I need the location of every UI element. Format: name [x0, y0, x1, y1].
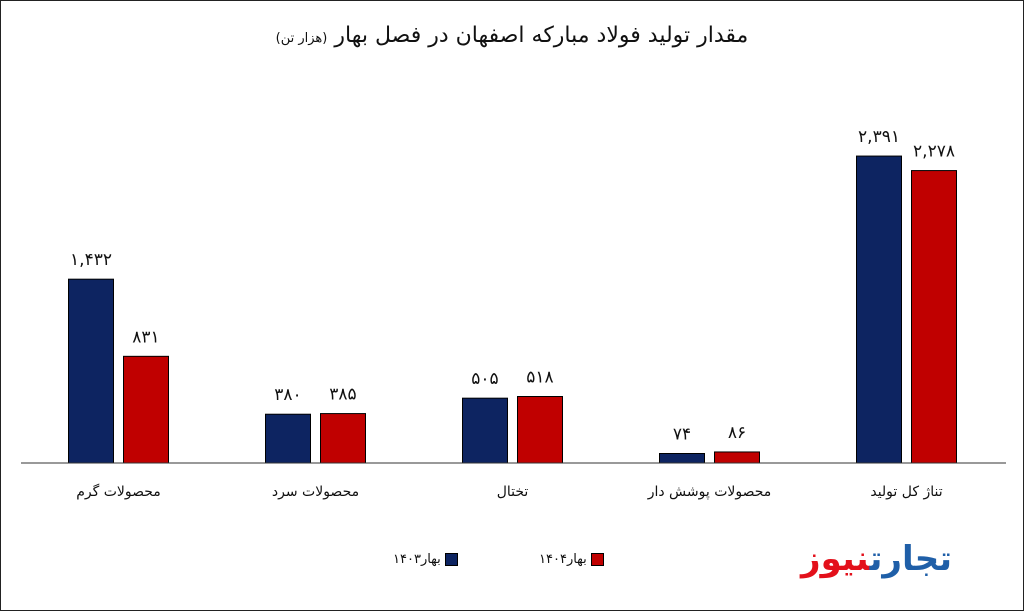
bar [856, 155, 902, 464]
chart-title: مقدار تولید فولاد مبارکه اصفهان در فصل ب… [1, 23, 1023, 48]
category-label: محصولات سرد [272, 484, 359, 500]
data-label: ۲,۲۷۸ [913, 142, 955, 162]
legend-item-1403: بهار۱۴۰۳ [393, 552, 458, 567]
bar [714, 451, 760, 464]
legend-swatch-1403 [444, 553, 458, 566]
bar [265, 413, 311, 464]
logo-part2: نیوز [801, 539, 870, 579]
category-label: تناژ کل تولید [870, 484, 942, 500]
data-label: ۸۳۱ [132, 327, 159, 347]
bar [911, 170, 957, 464]
category-label: تختال [497, 484, 529, 500]
data-label: ۳۸۵ [329, 385, 356, 405]
bar [517, 396, 563, 464]
bar [123, 355, 169, 464]
data-label: ۵۰۵ [471, 369, 498, 389]
legend-item-1404: بهار۱۴۰۴ [539, 552, 604, 567]
data-label: ۵۱۸ [526, 368, 553, 388]
legend-label-1403: بهار۱۴۰۳ [393, 552, 441, 567]
title-unit: (هزار تن) [275, 31, 328, 46]
data-label: ۱,۴۳۲ [70, 250, 112, 270]
legend-label-1404: بهار۱۴۰۴ [539, 552, 587, 567]
data-label: ۷۴ [673, 425, 691, 445]
data-label: ۳۸۰ [274, 385, 301, 405]
data-label: ۸۶ [728, 423, 746, 443]
bar [659, 453, 705, 464]
category-label: محصولات پوشش دار [647, 484, 772, 500]
logo-part1: تجارت [869, 539, 953, 579]
data-label: ۲,۳۹۱ [858, 127, 900, 147]
category-label: محصولات گرم [76, 483, 161, 500]
bar [68, 278, 114, 464]
bar [462, 397, 508, 464]
bar [320, 413, 366, 464]
logo: تجارتنیوز [801, 539, 952, 579]
title-text: مقدار تولید فولاد مبارکه اصفهان در فصل ب… [334, 23, 749, 48]
legend-swatch-1404 [590, 553, 604, 566]
